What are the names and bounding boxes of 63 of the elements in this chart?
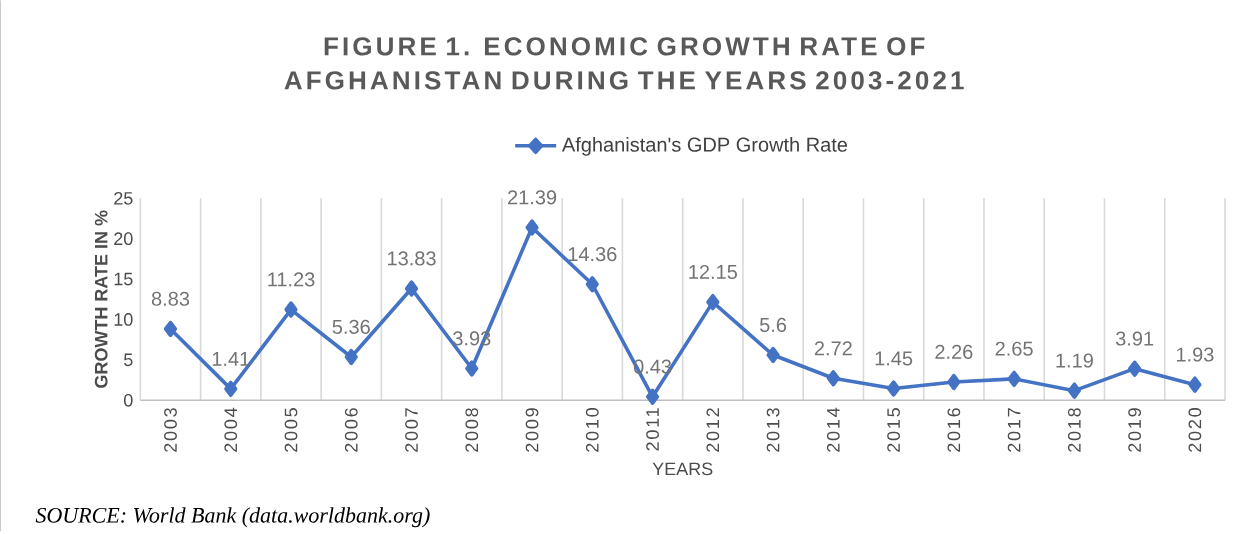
- data-label: 1.19: [1056, 353, 1093, 368]
- point: [1007, 370, 1021, 388]
- point: [826, 370, 840, 387]
- chart-title: FIGURE 1. ECONOMIC GROWTH RATE OF AFGHANISTAN DURING THE YEARS 2003-2021: [284, 37, 964, 90]
- point: [404, 280, 419, 297]
- data-label: 2.72: [814, 341, 852, 356]
- point: [465, 360, 479, 377]
- y-tick-label: 25: [114, 192, 133, 205]
- y-tick-label: 0: [123, 393, 133, 407]
- data-label: 1.41: [212, 352, 250, 366]
- x-tick-label: 2019: [1128, 408, 1142, 452]
- point: [163, 320, 178, 338]
- x-tick-label: 2005: [284, 408, 298, 452]
- y-tick-label: 15: [114, 272, 133, 286]
- y-tick-label: 20: [114, 232, 133, 246]
- x-tick-label: 2004: [224, 407, 238, 452]
- data-label: 5.36: [332, 319, 370, 334]
- data-label: 14.36: [568, 247, 617, 262]
- x-tick-label: 2016: [947, 408, 961, 452]
- data-label: 1.93: [1176, 347, 1214, 362]
- x-tick-label: 2018: [1067, 408, 1081, 452]
- x-tick-label: 2013: [766, 408, 780, 452]
- legend-label: Afghanistan's GDP Growth Rate: [561, 137, 848, 156]
- x-axis-title: YEARS: [652, 462, 713, 476]
- data-label: 2.26: [935, 344, 973, 360]
- y-axis-title: GROWTH RATE IN %: [94, 210, 108, 388]
- point: [525, 219, 539, 236]
- point: [766, 346, 780, 364]
- point: [284, 301, 298, 318]
- data-label: 11.23: [268, 272, 315, 287]
- point: [1128, 360, 1142, 377]
- data-label: 8.83: [151, 291, 190, 306]
- x-tick-label: 2007: [405, 408, 418, 452]
- point: [1188, 376, 1202, 393]
- x-tick-label: 2014: [826, 407, 840, 452]
- x-tick-label: 2015: [887, 408, 900, 452]
- point: [706, 293, 720, 311]
- data-label: 1.45: [875, 351, 913, 366]
- y-tick-label: 5: [124, 353, 133, 367]
- point: [344, 348, 358, 366]
- y-tick-label: 10: [114, 313, 133, 326]
- x-tick-label: 2009: [525, 408, 539, 452]
- point: [585, 276, 599, 293]
- point: [886, 380, 901, 397]
- data-label: 13.83: [388, 251, 436, 266]
- data-label: 21.39: [508, 190, 557, 205]
- data-label: 5.6: [759, 317, 787, 333]
- source-note: SOURCE: World Bank (data.worldbank.org): [35, 507, 430, 528]
- point: [947, 373, 961, 391]
- x-tick-label: 2020: [1188, 408, 1202, 452]
- point: [224, 380, 238, 398]
- x-tick-label: 2011: [646, 408, 659, 451]
- point: [645, 388, 660, 406]
- x-tick-label: 2008: [465, 408, 479, 452]
- x-tick-label: 2010: [585, 408, 599, 452]
- data-label: 3.91: [1115, 331, 1154, 346]
- data-label: 12.15: [689, 264, 737, 280]
- point: [1067, 382, 1081, 399]
- data-label: 2.65: [995, 341, 1033, 356]
- x-tick-label: 2012: [706, 408, 720, 452]
- x-tick-label: 2017: [1007, 408, 1021, 452]
- x-tick-label: 2003: [164, 408, 177, 452]
- x-tick-label: 2006: [344, 408, 358, 452]
